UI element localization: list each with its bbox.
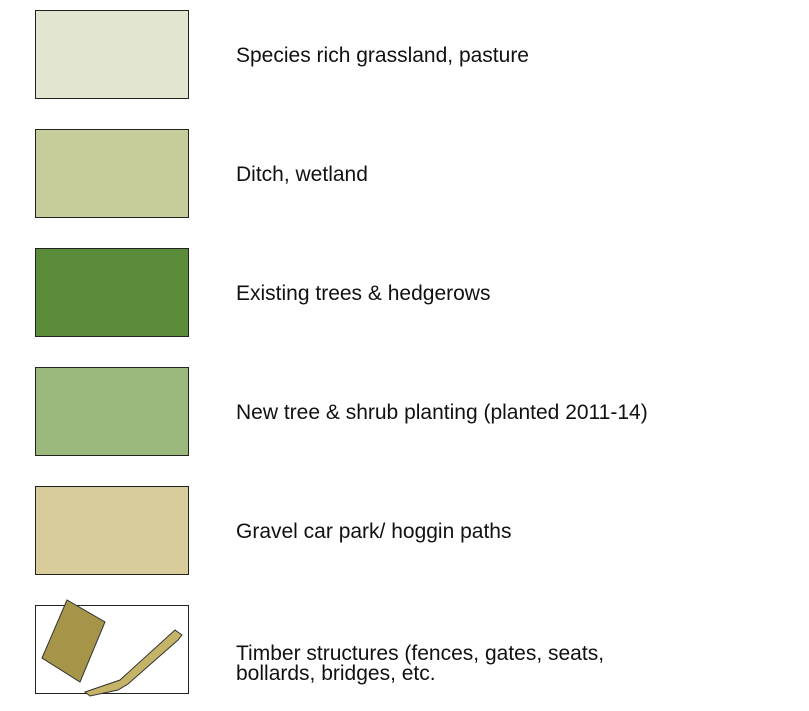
timber-board xyxy=(41,599,106,683)
swatch xyxy=(35,129,189,218)
legend-label: Existing trees & hedgerows xyxy=(236,282,490,305)
swatch xyxy=(35,486,189,575)
label-line: Ditch, wetland xyxy=(236,163,368,186)
label-line: New tree & shrub planting (planted 2011-… xyxy=(236,401,648,424)
legend-label: Gravel car park/ hoggin paths xyxy=(236,520,511,543)
label-line: Species rich grassland, pasture xyxy=(236,44,529,67)
swatch xyxy=(35,248,189,337)
label-line: Existing trees & hedgerows xyxy=(236,282,490,305)
legend-label: Ditch, wetland xyxy=(236,163,368,186)
legend-label: New tree & shrub planting (planted 2011-… xyxy=(236,401,648,424)
label-line: bollards, bridges, etc. xyxy=(236,662,436,685)
swatch xyxy=(35,10,189,99)
label-line: Gravel car park/ hoggin paths xyxy=(236,520,511,543)
legend-label: Timber structures (fences, gates, seats,… xyxy=(236,642,604,685)
swatch xyxy=(35,367,189,456)
label-line: Timber structures (fences, gates, seats, xyxy=(236,642,604,665)
legend-label: Species rich grassland, pasture xyxy=(236,44,529,67)
timber-rail xyxy=(83,629,183,697)
